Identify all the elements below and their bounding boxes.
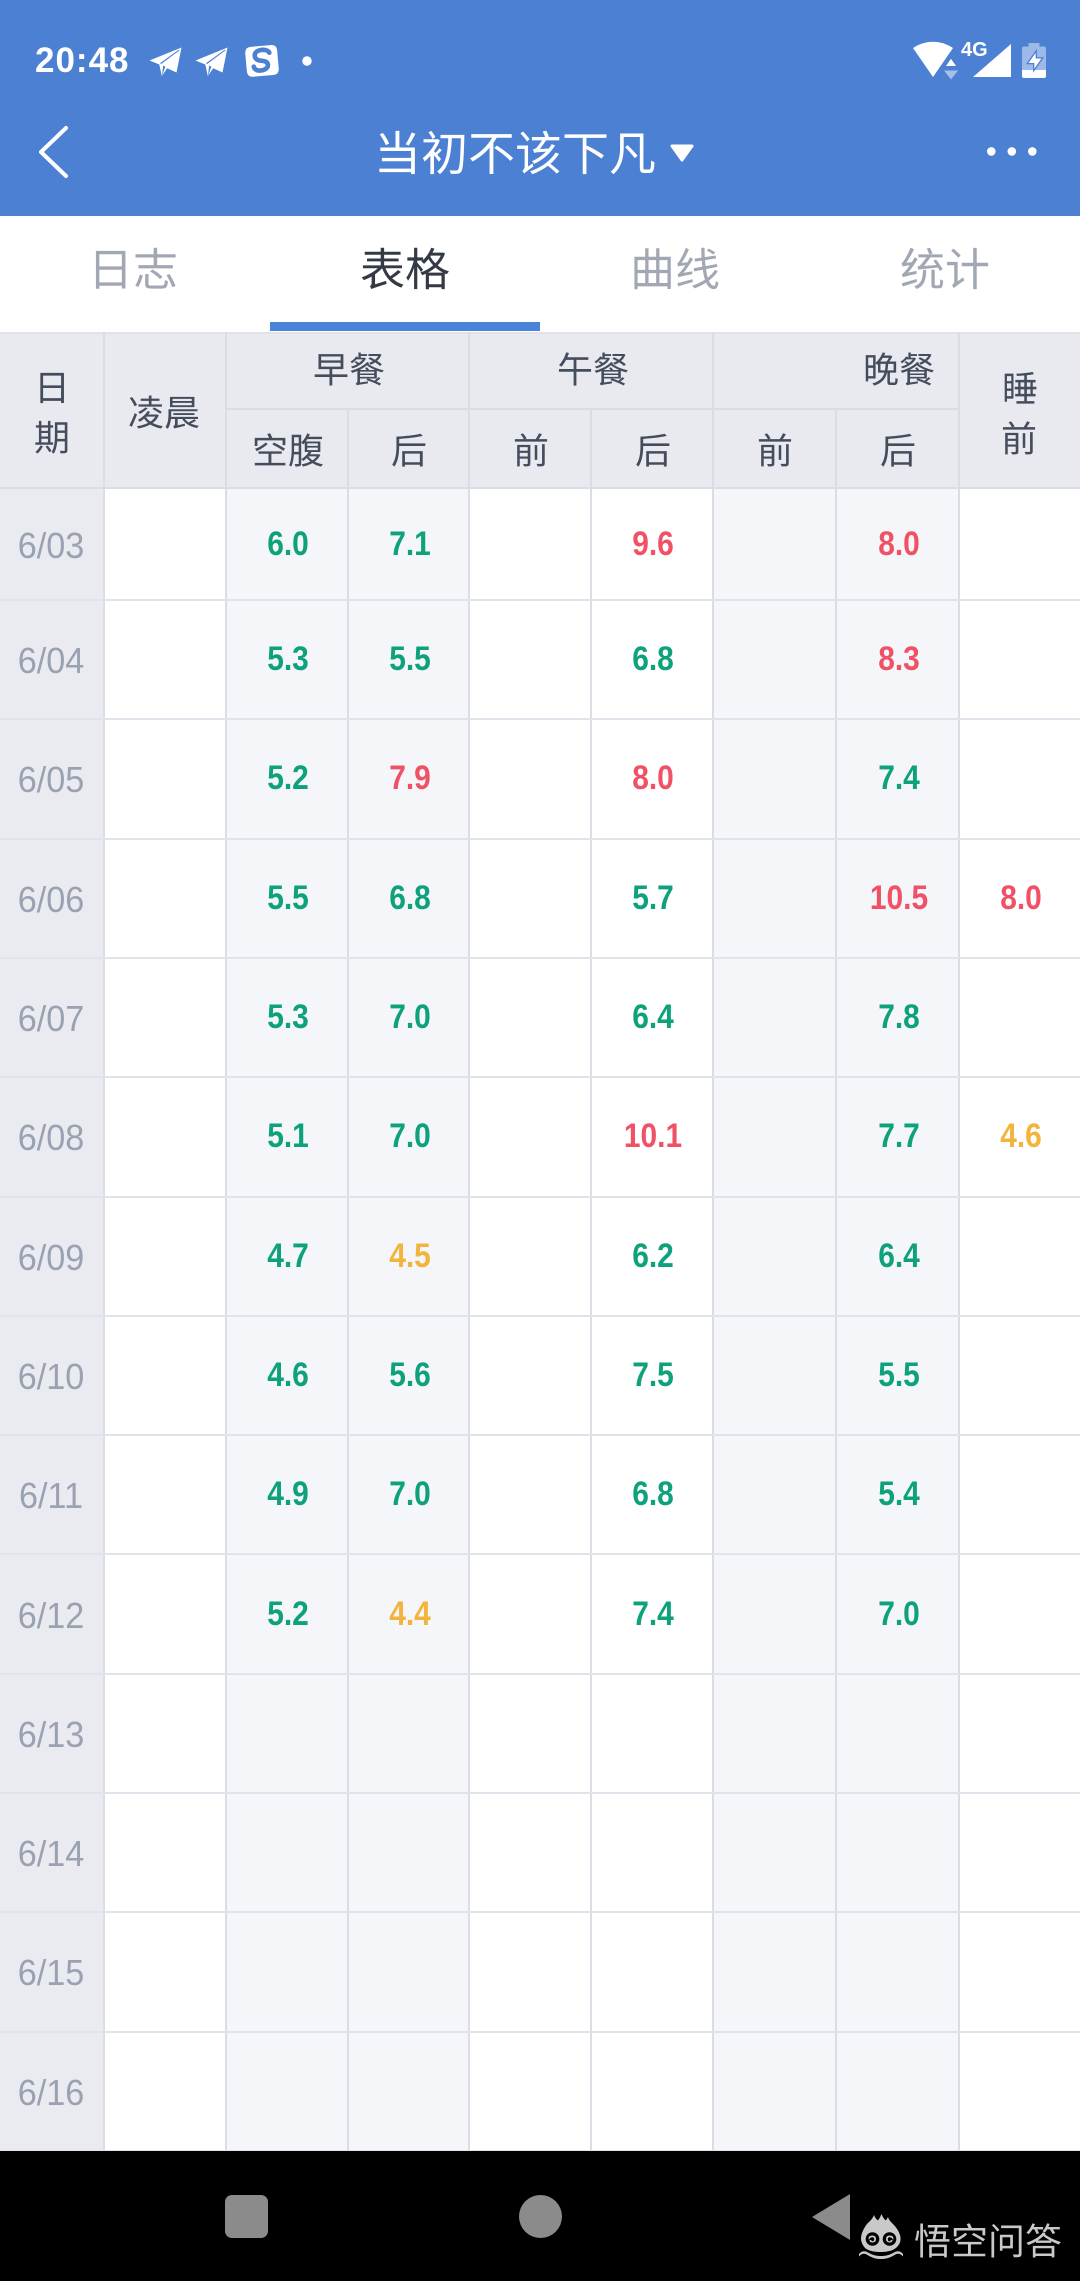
svg-text:4G: 4G	[961, 39, 988, 61]
